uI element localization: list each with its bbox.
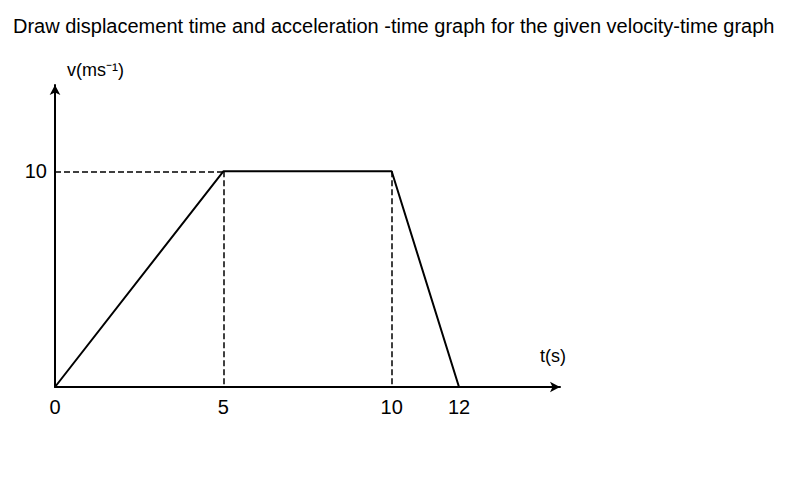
svg-text:Draw displacement time and acc: Draw displacement time and acceleration … (13, 15, 774, 37)
svg-text:t(s): t(s) (540, 346, 566, 366)
svg-text:10: 10 (381, 396, 403, 418)
svg-text:0: 0 (49, 396, 60, 418)
svg-text:12: 12 (448, 396, 470, 418)
svg-text:5: 5 (218, 396, 229, 418)
svg-text:10: 10 (25, 160, 47, 182)
svg-text:v(ms⁻¹): v(ms⁻¹) (67, 60, 124, 80)
